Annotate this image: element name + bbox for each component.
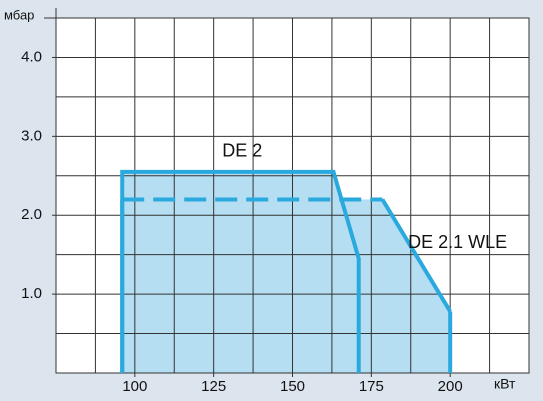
y-tick-label: 2.0 <box>21 206 42 223</box>
x-tick-label: 150 <box>280 378 305 395</box>
x-tick-label: 100 <box>122 378 147 395</box>
x-axis-label: кВт <box>494 376 516 392</box>
x-tick-label: 125 <box>201 378 226 395</box>
y-axis-label: мбар <box>4 7 34 22</box>
series-line <box>120 197 453 373</box>
x-tick-label: 200 <box>438 378 463 395</box>
series-label: DE 2 <box>222 141 262 161</box>
area-fill <box>122 199 451 373</box>
x-tick-label: 175 <box>359 378 384 395</box>
y-tick-label: 3.0 <box>21 127 42 144</box>
series-label: DE 2.1 WLE <box>408 232 507 252</box>
y-tick-label: 4.0 <box>21 48 42 65</box>
y-tick-label: 1.0 <box>21 285 42 302</box>
